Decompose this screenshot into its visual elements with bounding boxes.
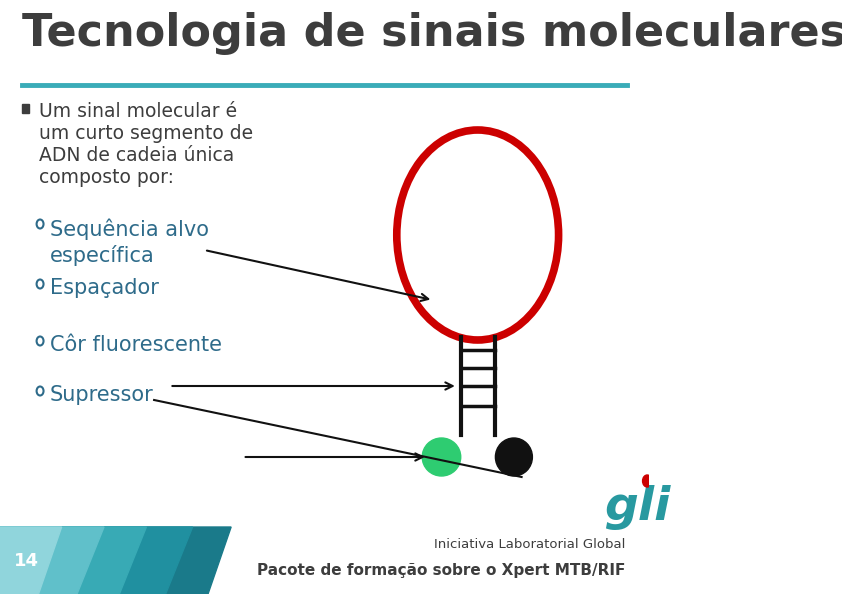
Bar [0,527,648,594]
Text: Côr fluorescente: Côr fluorescente [50,335,222,355]
Text: composto por:: composto por: [39,168,173,187]
Text: Um sinal molecular é: Um sinal molecular é [39,102,237,121]
Text: Espaçador: Espaçador [50,278,159,298]
Text: ADN de cadeia única: ADN de cadeia única [39,146,234,165]
Polygon shape [0,527,104,594]
Polygon shape [0,527,232,594]
Text: Sequência alvo
específica: Sequência alvo específica [50,218,209,266]
Ellipse shape [422,438,461,476]
Polygon shape [0,527,193,594]
Polygon shape [0,527,147,594]
Ellipse shape [495,438,532,476]
Text: Tecnologia de sinais moleculares: Tecnologia de sinais moleculares [22,12,842,55]
Circle shape [642,475,652,487]
Bar [22,104,29,113]
Text: Iniciativa Laboratorial Global: Iniciativa Laboratorial Global [434,538,626,551]
Text: Supressor: Supressor [50,385,154,405]
Polygon shape [0,527,61,594]
Text: Pacote de formação sobre o Xpert MTB/RIF: Pacote de formação sobre o Xpert MTB/RIF [258,563,626,577]
Text: gli: gli [604,485,670,530]
Text: 14: 14 [13,551,39,570]
Text: um curto segmento de: um curto segmento de [39,124,253,143]
